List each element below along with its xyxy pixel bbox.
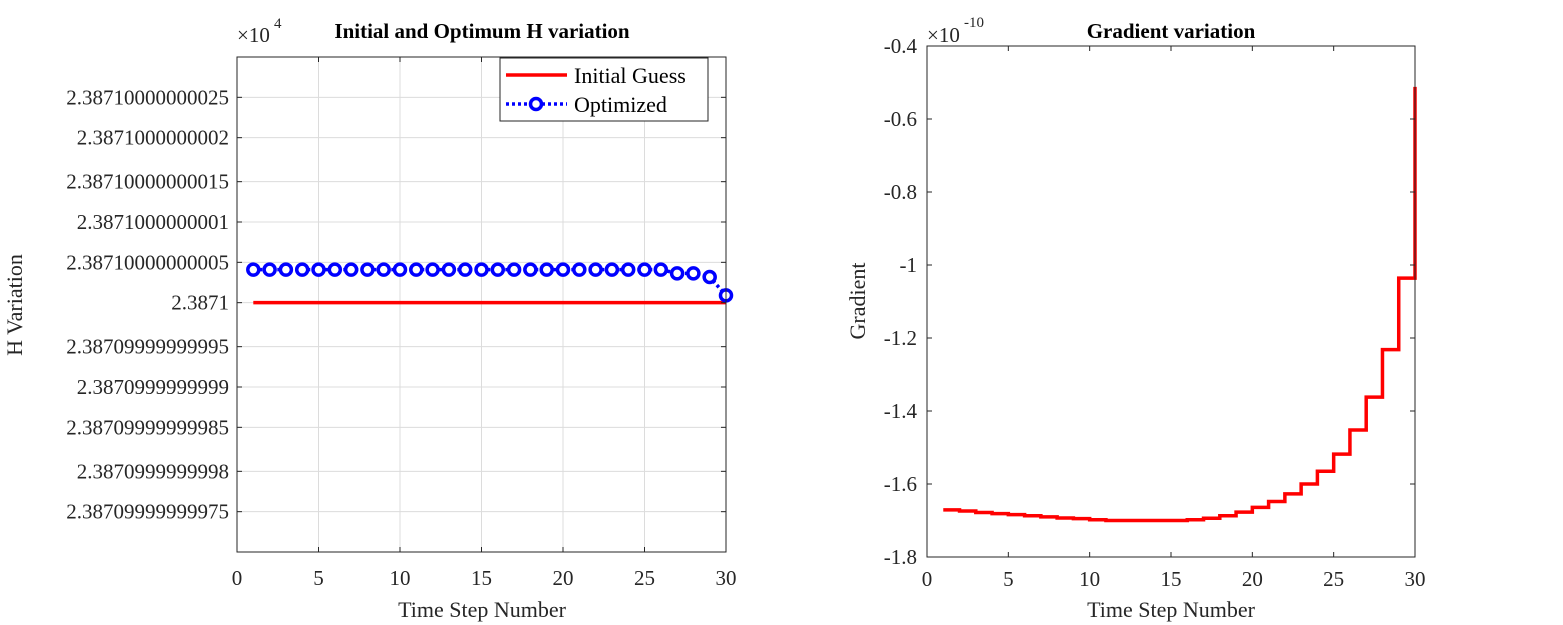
x-tick-label: 20	[553, 566, 574, 590]
x-tick-label: 0	[922, 567, 933, 591]
data-point-optimized	[376, 262, 391, 277]
series-layer	[246, 262, 734, 305]
y-tick-label: 2.38710000000005	[66, 250, 229, 274]
x-axis-label: Time Step Number	[398, 597, 567, 622]
data-point-optimized	[311, 262, 326, 277]
x-tick-label: 25	[1323, 567, 1344, 591]
y-tick-label: -0.4	[884, 34, 918, 58]
x-tick-label: 5	[1003, 567, 1014, 591]
y-tick-label: 2.3870999999998	[77, 459, 229, 483]
x-tick-label: 30	[716, 566, 737, 590]
grid-lines	[237, 57, 726, 552]
data-point-optimized	[246, 262, 261, 277]
data-point-optimized	[360, 262, 375, 277]
axis-ticks: 0 5 10 15 20 25 30 2.38709999999975 2.3870999999…	[66, 57, 737, 590]
data-point-optimized	[343, 262, 359, 277]
legend-label-optimized: Optimized	[574, 92, 667, 117]
data-point-optimized	[327, 262, 343, 277]
gradient-chart: 0 5 10 15 20 25 30 -1.8 -1.6 -1.4 -1.2 -1 -0.8 -0.6 -0…	[845, 15, 1426, 622]
y-exponent-power: 4	[274, 16, 282, 32]
data-point-optimized	[555, 262, 571, 277]
data-point-optimized	[441, 262, 457, 277]
data-point-optimized	[588, 262, 603, 277]
y-tick-label: 2.3871000000002	[77, 126, 229, 150]
x-tick-label: 25	[634, 566, 655, 590]
axis-ticks: 0 5 10 15 20 25 30 -1.8 -1.6 -1.4 -1.2 -1 -0.8 -0.6 -0…	[884, 34, 1426, 591]
data-point-optimized	[702, 269, 717, 285]
y-tick-label: 2.3870999999999	[77, 375, 229, 399]
legend: Initial Guess Optimized	[499, 57, 709, 122]
y-axis-label: Gradient	[845, 263, 870, 340]
series-stairs-gradient	[943, 86, 1417, 523]
x-axis-label: Time Step Number	[1087, 597, 1256, 622]
plot-area-frame	[926, 45, 1416, 558]
chart-title: Initial and Optimum H variation	[334, 19, 630, 43]
x-tick-label: 0	[232, 566, 243, 590]
h-variation-chart: 0 5 10 15 20 25 30 2.38709999999975 2.3870999999…	[2, 16, 737, 622]
legend-label-initial-guess: Initial Guess	[574, 63, 686, 88]
data-point-optimized	[669, 266, 685, 281]
data-point-optimized	[457, 262, 473, 277]
y-tick-label: 2.38709999999985	[66, 415, 229, 439]
chart-title: Gradient variation	[1087, 19, 1256, 43]
y-tick-label: -0.6	[884, 107, 917, 131]
y-tick-label: -1.2	[884, 326, 917, 350]
y-tick-label: -1.8	[884, 545, 917, 569]
data-point-optimized	[637, 262, 652, 277]
x-tick-label: 20	[1242, 567, 1263, 591]
x-tick-label: 10	[1079, 567, 1100, 591]
y-tick-label: -1.6	[884, 472, 917, 496]
y-tick-label: -1.4	[884, 399, 918, 423]
x-tick-label: 10	[390, 566, 411, 590]
y-exponent-base: ×10	[237, 23, 270, 47]
y-tick-label: 2.38709999999995	[66, 335, 229, 359]
y-exponent-base: ×10	[927, 23, 960, 47]
data-point-optimized	[539, 262, 554, 277]
data-point-optimized	[425, 262, 440, 277]
data-point-optimized	[392, 262, 408, 277]
data-point-optimized	[294, 262, 310, 277]
data-point-optimized	[490, 262, 506, 277]
data-point-optimized	[262, 262, 277, 277]
y-tick-label: -0.8	[884, 180, 917, 204]
y-exponent-power: -10	[964, 15, 984, 31]
x-tick-label: 15	[471, 566, 492, 590]
data-point-optimized	[278, 262, 294, 277]
legend-swatch-optimized-marker	[528, 96, 544, 112]
series-layer	[943, 86, 1417, 523]
data-point-optimized	[409, 262, 424, 277]
data-point-optimized	[474, 262, 489, 277]
data-point-optimized	[523, 262, 538, 277]
y-tick-label: -1	[900, 253, 918, 277]
y-tick-label: 2.38710000000025	[66, 85, 229, 109]
y-tick-label: 2.3871	[171, 291, 229, 315]
data-point-optimized	[604, 262, 620, 277]
x-tick-label: 5	[313, 566, 324, 590]
y-tick-label: 2.3871000000001	[77, 210, 229, 234]
x-tick-label: 15	[1161, 567, 1182, 591]
data-point-optimized	[686, 266, 701, 281]
y-tick-label: 2.38710000000015	[66, 170, 229, 194]
data-point-optimized	[620, 262, 636, 277]
y-tick-label: 2.38709999999975	[66, 500, 229, 524]
data-point-optimized	[572, 262, 587, 277]
data-point-optimized	[506, 262, 522, 277]
data-point-optimized	[653, 262, 669, 277]
y-axis-label: H Variation	[2, 254, 27, 356]
x-tick-label: 30	[1405, 567, 1426, 591]
